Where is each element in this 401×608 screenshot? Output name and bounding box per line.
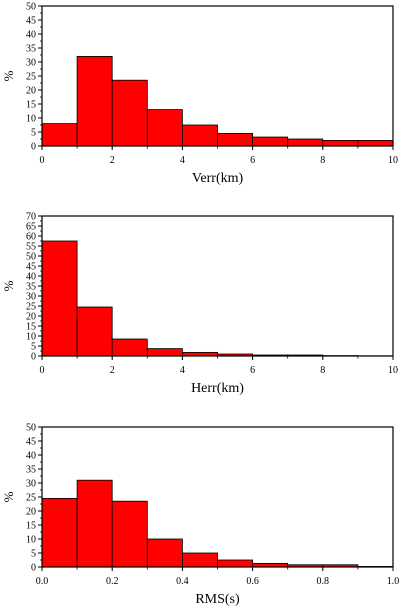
- histogram-bar: [111, 79, 148, 147]
- y-tick-label: 40: [26, 451, 36, 462]
- y-tick-label: 25: [26, 493, 36, 504]
- x-tick-label: 2: [110, 155, 115, 166]
- y-tick-label: 35: [26, 282, 36, 293]
- y-tick-label: 30: [26, 479, 36, 490]
- x-tick-label: 0.6: [246, 576, 259, 587]
- y-axis-title: %: [1, 70, 16, 81]
- y-tick-label: 15: [26, 100, 36, 111]
- y-tick-label: 50: [26, 252, 36, 263]
- x-tick-label: 8: [320, 155, 325, 166]
- y-axis-title: %: [1, 491, 16, 502]
- y-tick-label: 30: [26, 58, 36, 69]
- x-tick-label: 0: [40, 365, 45, 376]
- y-tick-label: 10: [26, 535, 36, 546]
- y-tick-label: 45: [26, 437, 36, 448]
- histogram-bar: [322, 139, 359, 147]
- y-tick-label: 50: [26, 2, 36, 13]
- histogram-bar: [252, 136, 289, 147]
- y-tick-label: 60: [26, 232, 36, 243]
- y-tick-label: 10: [26, 332, 36, 343]
- x-tick-label: 2: [110, 365, 115, 376]
- histogram-panel-3: 0 5 10 15 20 25 30 35 40 45 50 0.0 0.2 0.4 0.6 0.8 1.0 RM…: [1, 423, 399, 608]
- histogram-bar: [76, 56, 113, 147]
- y-tick-label: 5: [31, 549, 36, 560]
- histogram-bar: [41, 123, 78, 147]
- histogram-bar: [146, 348, 183, 357]
- y-axis-title: %: [1, 280, 16, 291]
- y-tick-label: 35: [26, 44, 36, 55]
- x-tick-label: 0.0: [36, 576, 49, 587]
- histogram-bar: [76, 306, 113, 357]
- histogram-bar: [146, 109, 183, 147]
- y-tick-label: 45: [26, 16, 36, 27]
- x-axis-title: RMS(s): [195, 592, 240, 607]
- y-tick-label: 65: [26, 222, 36, 233]
- histogram-bar: [181, 552, 218, 568]
- y-tick-label: 5: [31, 128, 36, 139]
- x-tick-label: 1.0: [387, 576, 400, 587]
- y-tick-label: 15: [26, 521, 36, 532]
- y-tick-label: 35: [26, 465, 36, 476]
- y-tick-label: 20: [26, 507, 36, 518]
- x-tick-label: 0.8: [317, 576, 330, 587]
- x-tick-label: 4: [180, 365, 185, 376]
- histogram-bar: [217, 132, 253, 147]
- histogram-bar: [217, 559, 253, 568]
- histogram-bar: [146, 538, 183, 568]
- y-tick-label: 20: [26, 312, 36, 323]
- y-tick-label: 0: [31, 142, 36, 153]
- y-tick-label: 45: [26, 262, 36, 273]
- y-tick-label: 25: [26, 302, 36, 313]
- x-tick-label: 6: [250, 155, 255, 166]
- x-tick-label: 8: [320, 365, 325, 376]
- y-tick-label: 0: [31, 352, 36, 363]
- y-tick-label: 15: [26, 322, 36, 333]
- y-tick-label: 10: [26, 114, 36, 125]
- histogram-panel-1: 0 5 10 15 20 25 30 35 40 45 50 0 2 4 6 8 10 Verr(km)%: [1, 2, 398, 187]
- histogram-bar: [287, 138, 324, 147]
- x-tick-label: 0: [40, 155, 45, 166]
- y-tick-label: 0: [31, 563, 36, 574]
- histogram-bar: [76, 479, 113, 568]
- y-tick-label: 40: [26, 30, 36, 41]
- y-tick-label: 55: [26, 242, 36, 253]
- x-tick-label: 0.2: [106, 576, 119, 587]
- histogram-bar: [357, 139, 394, 147]
- histogram-bar: [41, 240, 78, 357]
- x-tick-label: 10: [388, 365, 398, 376]
- y-tick-label: 20: [26, 86, 36, 97]
- histogram-bar: [41, 497, 78, 568]
- x-tick-label: 6: [250, 365, 255, 376]
- y-tick-label: 50: [26, 423, 36, 434]
- y-tick-label: 25: [26, 72, 36, 83]
- histogram-bar: [181, 124, 218, 147]
- y-tick-label: 30: [26, 292, 36, 303]
- x-axis-title: Verr(km): [192, 171, 244, 186]
- histogram-bar: [111, 338, 148, 357]
- x-tick-label: 10: [388, 155, 398, 166]
- x-tick-label: 0.4: [176, 576, 189, 587]
- y-tick-label: 70: [26, 212, 36, 223]
- y-tick-label: 5: [31, 342, 36, 353]
- x-axis-title: Herr(km): [191, 381, 244, 396]
- y-tick-label: 40: [26, 272, 36, 283]
- histogram-bar: [111, 500, 148, 568]
- x-tick-label: 4: [180, 155, 185, 166]
